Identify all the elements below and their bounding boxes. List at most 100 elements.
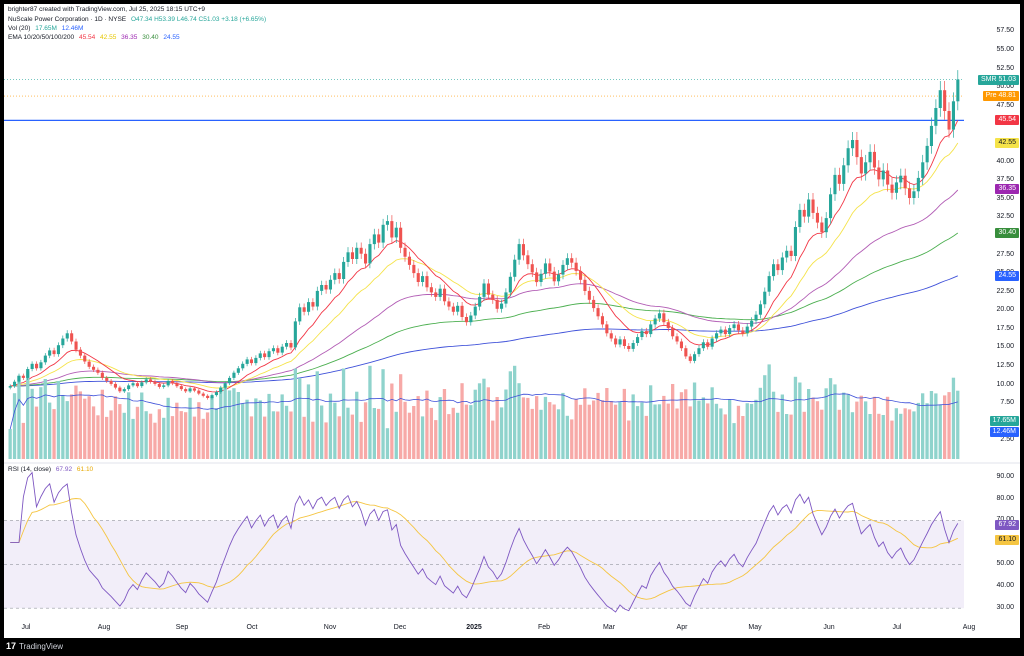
candle-body (798, 209, 802, 227)
candle-body (671, 328, 675, 337)
volume-bar (456, 412, 460, 459)
candle-body (26, 369, 30, 378)
volume-bar (885, 396, 890, 459)
volume-bar (197, 402, 201, 459)
ema-legend: EMA 10/20/50/100/200 45.54 42.55 36.35 3… (8, 34, 183, 41)
candle-body (886, 170, 890, 185)
volume-bar (521, 397, 526, 459)
candle-body (899, 175, 903, 183)
candle-body (320, 285, 324, 291)
volume-bar (903, 408, 907, 459)
candle-body (337, 273, 341, 279)
candle-body (399, 227, 403, 248)
volume-bar (666, 403, 670, 459)
candle-body (693, 354, 697, 361)
candle-body (732, 324, 736, 329)
volume-bar (697, 400, 701, 459)
candle-body (175, 383, 179, 387)
volume-bar (508, 371, 512, 459)
candle-body (649, 324, 653, 335)
volume-bar (688, 406, 692, 459)
candle-body (837, 174, 841, 184)
candle-body (486, 283, 490, 295)
candle-body (908, 188, 912, 198)
candle-body (881, 170, 885, 180)
volume-bar (767, 364, 771, 459)
candle-body (289, 343, 293, 348)
candle-body (868, 151, 872, 163)
candle-body (815, 212, 819, 223)
volume-bar (96, 415, 100, 459)
volume-bar (205, 412, 210, 459)
candle-body (456, 305, 460, 312)
volume-bar (65, 401, 69, 459)
volume-bar (631, 394, 635, 459)
candle-body (39, 362, 43, 369)
volume-bar (148, 413, 153, 459)
candle-body (311, 302, 315, 307)
candle-body (482, 283, 486, 297)
rsi-axis-tick: 70.00 (996, 516, 1014, 523)
candle-body (469, 315, 473, 323)
volume-bar (293, 368, 297, 459)
candle-body (355, 247, 359, 259)
volume-bar (69, 394, 74, 459)
volume-bar (749, 403, 754, 459)
candle-body (587, 290, 591, 300)
volume-bar (587, 404, 591, 459)
price-axis-tick: 2.50 (1000, 436, 1014, 444)
volume-bar (43, 379, 47, 459)
price-axis-tick: 50.00 (996, 83, 1014, 91)
candle-body (745, 326, 749, 334)
candle-body (364, 253, 368, 264)
volume-bar (662, 395, 666, 459)
volume-bar (48, 402, 52, 459)
volume-bar (828, 378, 833, 459)
x-axis-label: Mar (602, 624, 616, 631)
candle-body (298, 307, 302, 322)
candle-body (609, 333, 613, 339)
volume-bar (201, 418, 205, 459)
candle-body (17, 375, 21, 382)
candle-body (535, 272, 539, 283)
rsi-label: RSI (14, close) (8, 466, 51, 473)
candle-body (543, 263, 547, 274)
candle-body (131, 383, 135, 386)
volume-bar (434, 420, 438, 459)
volume-bar (846, 394, 850, 459)
candle-body (92, 366, 96, 370)
candle-body (929, 125, 933, 146)
candle-body (877, 167, 881, 180)
candle-body (943, 90, 947, 111)
price-tag: Pre 48.81 (982, 91, 1019, 102)
volume-bar (341, 368, 346, 459)
candle-body (820, 222, 824, 233)
candle-body (890, 184, 894, 193)
volume-bar (543, 396, 548, 459)
volume-bar (649, 385, 653, 459)
candle-body (333, 273, 337, 280)
candle-body (87, 361, 91, 367)
volume-bar (311, 421, 315, 459)
volume-bar (328, 393, 333, 459)
volume-bar (337, 416, 341, 459)
candle-body (394, 227, 398, 238)
candle-body (758, 304, 762, 315)
ema-label: EMA 10/20/50/100/200 (8, 34, 75, 41)
candle-body (206, 395, 210, 398)
candle-body (552, 271, 556, 282)
volume-bar (359, 421, 363, 459)
volume-bar (850, 412, 855, 459)
candle-body (754, 314, 758, 321)
candle-body (350, 252, 354, 259)
volume-bar (754, 399, 758, 459)
candle-body (219, 387, 223, 393)
volume-bar (574, 399, 578, 459)
candle-body (473, 306, 477, 316)
volume-bar (451, 407, 455, 459)
candle-body (412, 264, 416, 274)
price-tag: SMR 51.03 (977, 74, 1019, 85)
volume-bar (258, 400, 262, 459)
volume-bar (184, 412, 188, 459)
